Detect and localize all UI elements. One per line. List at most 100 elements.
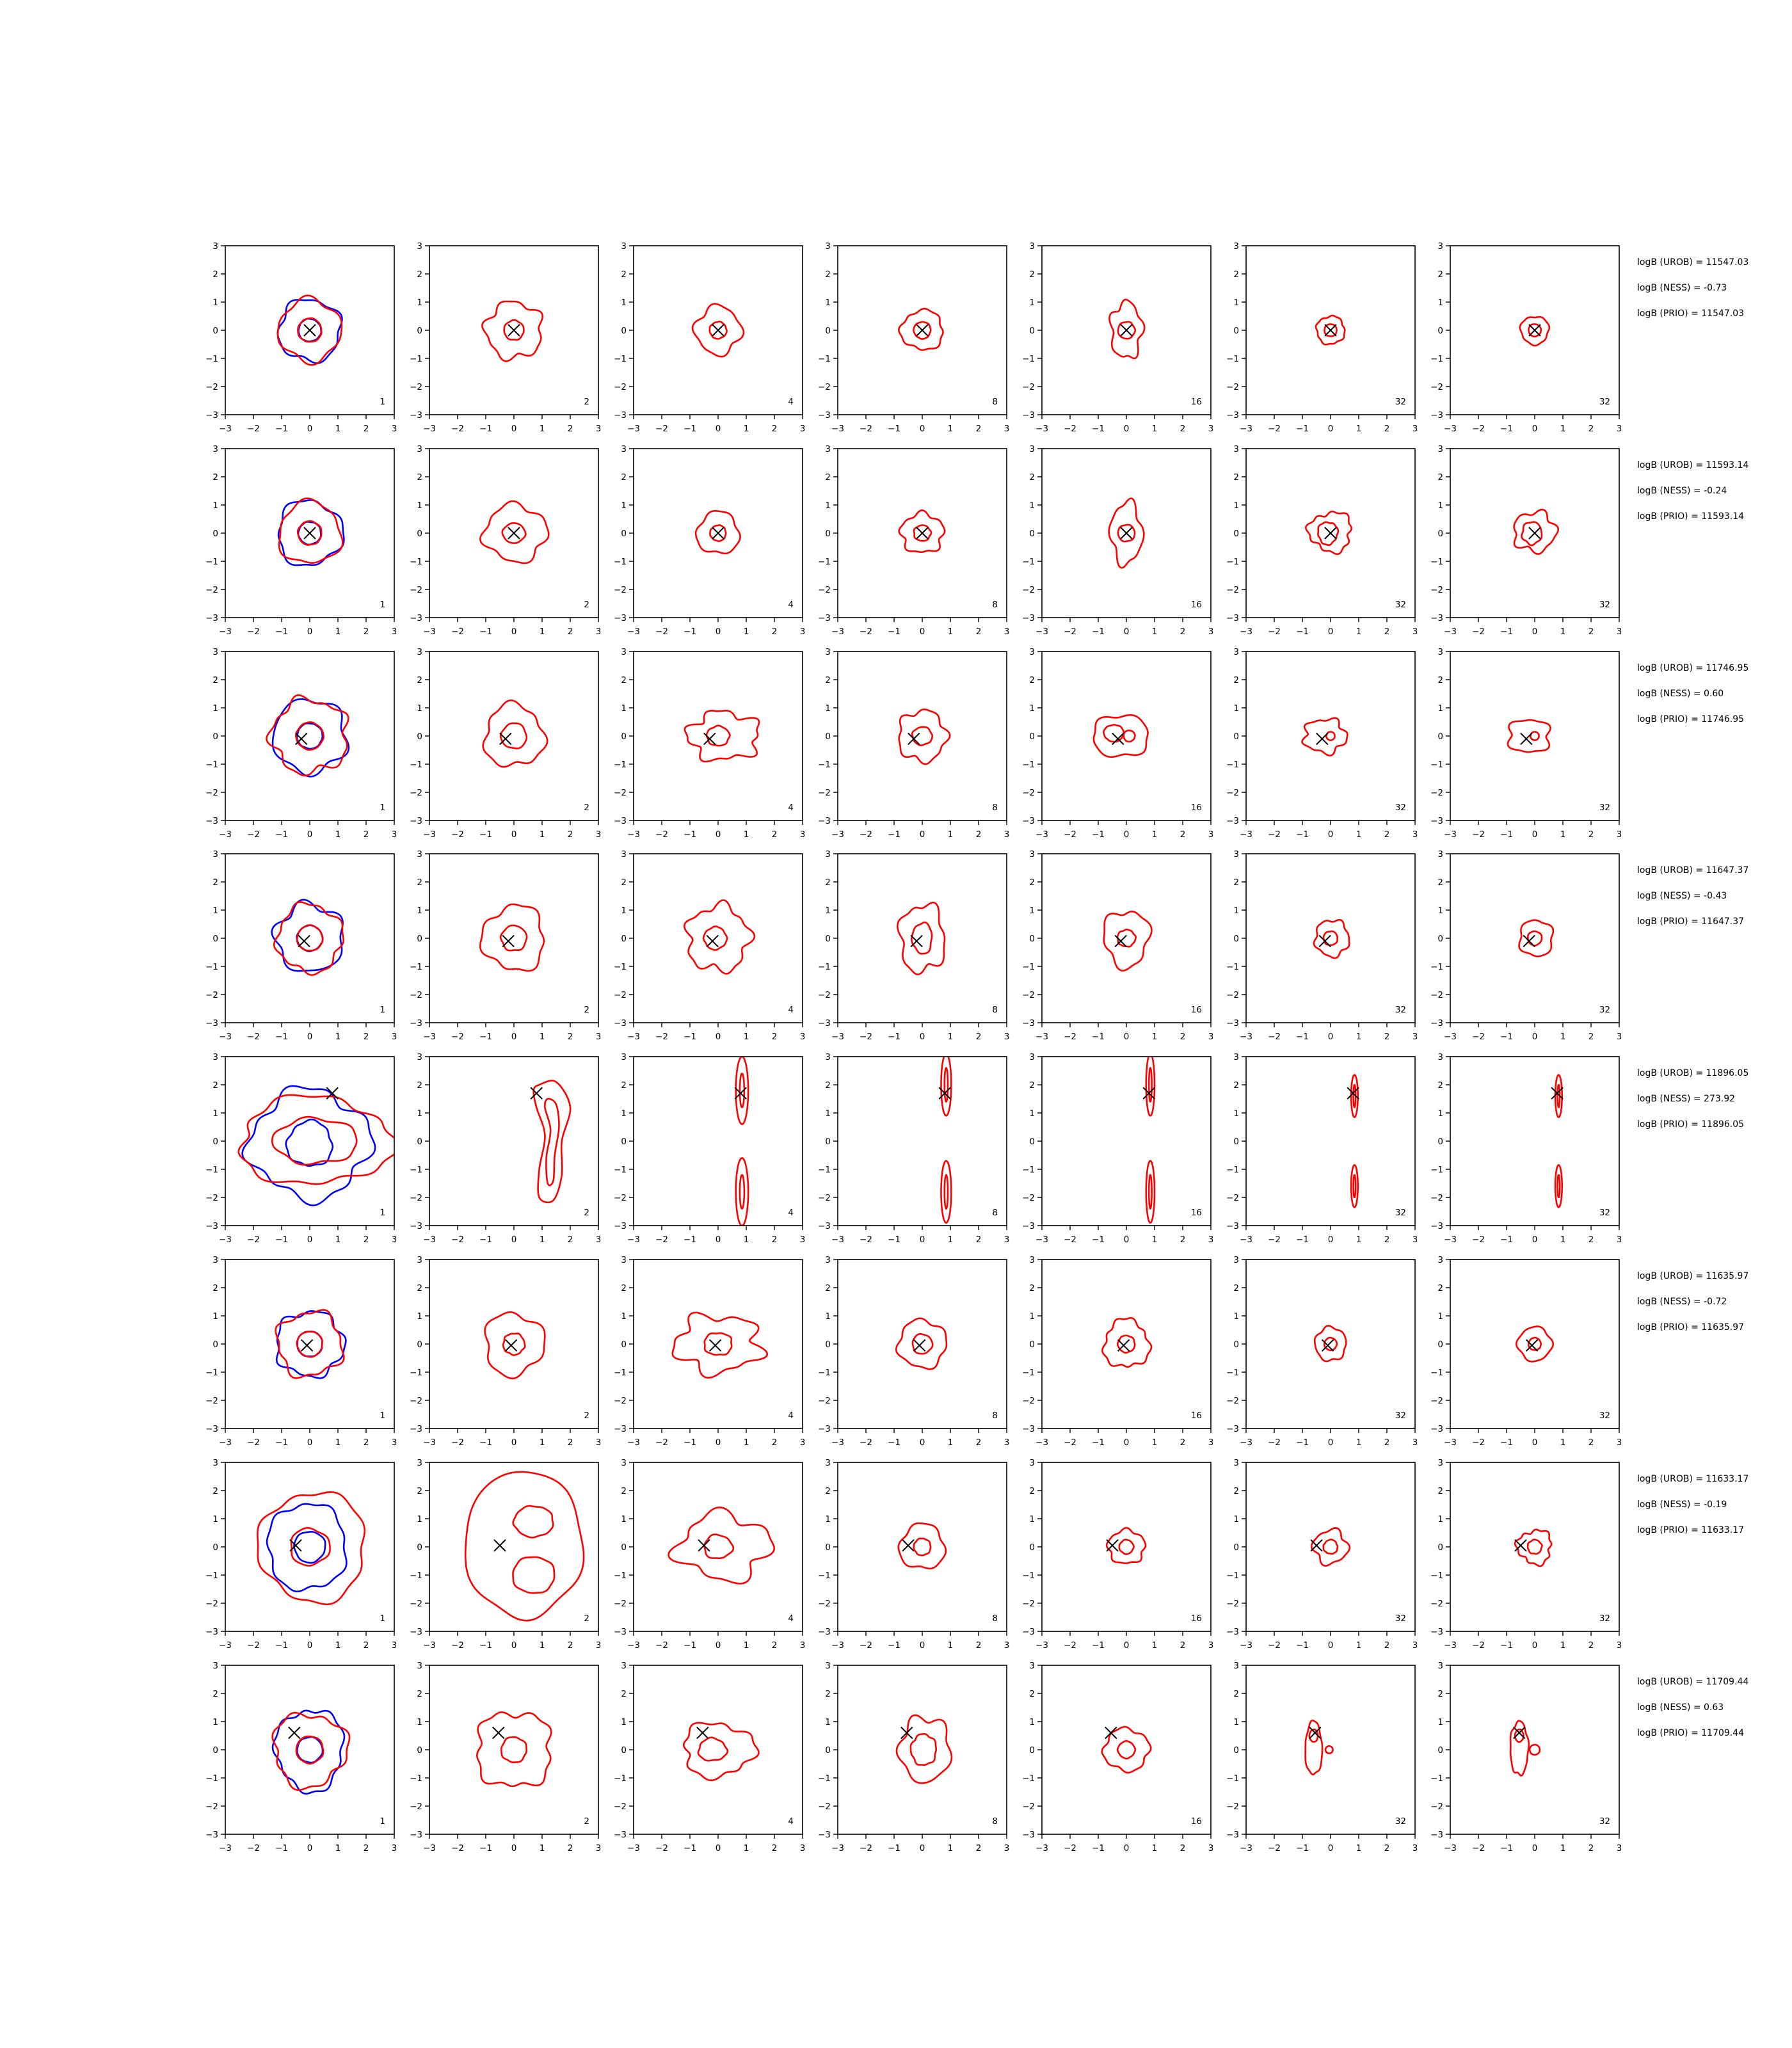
contour-line-red <box>295 721 324 751</box>
contour-group <box>1313 918 1350 959</box>
y-tick-label: 1 <box>1029 500 1035 511</box>
y-tick-label: 3 <box>417 1661 422 1671</box>
marker-x <box>1105 1726 1117 1740</box>
y-tick-label: −2 <box>614 1396 627 1406</box>
x-tick-label: −1 <box>479 424 492 434</box>
y-tick-label: −3 <box>1226 1221 1239 1231</box>
x-tick-label: 1 <box>744 1235 749 1245</box>
x-tick-label: −3 <box>627 829 640 840</box>
x-tick-label: 3 <box>800 1235 806 1245</box>
axes-frame <box>429 1462 599 1632</box>
y-tick-label: 1 <box>212 1311 218 1322</box>
panel-r6-c4: −3−3 −2 −2 −1 −1 0 0 1 1 2 2 3 3 8 <box>818 1255 1009 1448</box>
x-tick-label: 1 <box>1356 1032 1362 1042</box>
y-tick-label: −2 <box>818 1396 831 1406</box>
y-tick-label: 3 <box>621 849 627 860</box>
contour-line-red <box>1310 1527 1351 1567</box>
x-tick-label: 1 <box>540 1640 545 1651</box>
y-tick-label: 3 <box>1233 1255 1239 1265</box>
x-tick-label: 1 <box>540 1843 545 1853</box>
contour-line-red <box>1103 724 1124 743</box>
x-tick-label: 2 <box>976 1843 982 1853</box>
x-tick-label: 2 <box>1180 1843 1186 1853</box>
x-tick-label: −3 <box>1036 829 1048 840</box>
panel-label: 2 <box>584 803 589 813</box>
contour-group <box>257 1491 366 1606</box>
logb-annotation: logB (PRIO) = 11633.17 <box>1637 1525 1744 1535</box>
y-tick-label: −1 <box>818 1773 831 1784</box>
contour-line-red <box>1322 930 1338 947</box>
x-tick-label: −2 <box>247 1235 260 1245</box>
x-tick-label: 0 <box>1124 424 1130 434</box>
x-tick-label: 3 <box>392 1843 397 1853</box>
x-tick-label: 0 <box>511 424 517 434</box>
x-tick-label: 1 <box>1356 1437 1362 1448</box>
contour-line-red <box>273 901 344 976</box>
x-tick-label: −1 <box>1092 829 1105 840</box>
panel-label: 1 <box>380 1411 385 1421</box>
contour-group <box>271 1709 351 1795</box>
marker-x <box>938 1087 951 1100</box>
x-tick-label: −2 <box>247 829 260 840</box>
panel-r1-c4: −3−3 −2 −2 −1 −1 0 0 1 1 2 2 3 3 8 <box>818 241 1009 434</box>
y-tick-label: 2 <box>825 1486 831 1496</box>
x-tick-label: 2 <box>772 424 778 434</box>
y-tick-label: −1 <box>1226 354 1239 364</box>
y-tick-label: 0 <box>1437 1542 1443 1553</box>
y-tick-label: −3 <box>205 1627 218 1637</box>
x-tick-label: −2 <box>1268 1437 1281 1448</box>
x-tick-label: −1 <box>1500 829 1513 840</box>
marker-x <box>696 1726 709 1740</box>
y-tick-label: 0 <box>1437 529 1443 539</box>
y-tick-label: 3 <box>1233 647 1239 657</box>
y-tick-label: 3 <box>1233 1052 1239 1062</box>
panel-label: 8 <box>992 1208 998 1218</box>
panel-label: 2 <box>584 600 589 610</box>
x-tick-label: −1 <box>1296 1032 1309 1042</box>
x-tick-label: 2 <box>1384 1235 1390 1245</box>
logb-annotation: logB (UROB) = 11896.05 <box>1637 1068 1748 1078</box>
x-tick-label: 1 <box>948 1843 954 1853</box>
x-tick-label: −3 <box>627 1437 640 1448</box>
x-tick-label: 1 <box>744 627 749 637</box>
y-tick-label: 2 <box>621 1283 627 1293</box>
contour-line-red <box>684 899 756 975</box>
contour-group <box>532 1080 572 1204</box>
x-tick-label: 1 <box>1560 1843 1566 1853</box>
contour-line-red <box>1145 1057 1156 1117</box>
y-tick-label: 0 <box>621 326 627 336</box>
y-tick-label: 2 <box>1437 472 1443 483</box>
contour-line-red <box>895 1714 953 1784</box>
x-tick-label: −3 <box>831 1032 844 1042</box>
contour-group <box>1092 714 1149 758</box>
panel-r1-c1: −3−3 −2 −2 −1 −1 0 0 1 1 2 2 3 3 1 <box>205 241 397 434</box>
contour-line-red <box>668 1507 775 1585</box>
x-tick-label: 2 <box>772 1235 778 1245</box>
y-tick-label: 2 <box>1437 1689 1443 1699</box>
x-tick-label: 1 <box>540 424 545 434</box>
marker-x <box>289 1539 302 1552</box>
y-tick-label: −3 <box>1430 410 1443 420</box>
y-tick-label: −2 <box>410 1599 422 1609</box>
y-tick-label: 2 <box>417 472 422 483</box>
marker-x <box>1309 1726 1322 1740</box>
x-tick-label: −1 <box>684 1843 696 1853</box>
contour-line-red <box>532 1080 572 1204</box>
panel-label: 1 <box>380 1208 385 1218</box>
panel-r3-c7: −3−3 −2 −2 −1 −1 0 0 1 1 2 2 3 3 32 <box>1430 647 1622 840</box>
y-tick-label: 3 <box>417 1052 422 1062</box>
contour-group <box>684 899 756 975</box>
contour-line-red <box>1530 731 1540 741</box>
y-tick-label: −1 <box>410 354 422 364</box>
contour-line-red <box>1313 918 1350 959</box>
contour-group <box>271 899 344 976</box>
contour-line-red <box>1507 719 1551 753</box>
contour-line-red <box>911 1333 934 1355</box>
y-tick-label: −2 <box>205 1599 218 1609</box>
y-tick-label: −2 <box>1022 585 1035 595</box>
marker-x <box>1324 527 1337 540</box>
contour-group <box>275 1309 347 1379</box>
panel-label: 2 <box>584 1613 589 1624</box>
panel-label: 8 <box>992 1613 998 1624</box>
contour-line-red <box>703 1332 733 1356</box>
